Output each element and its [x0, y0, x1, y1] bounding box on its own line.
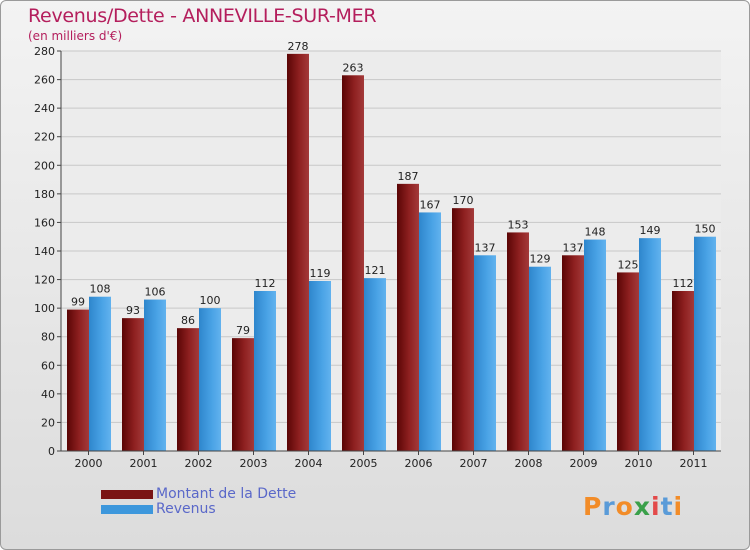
bar-debt-2003 [232, 338, 254, 451]
bar-revenus-2011 [694, 236, 716, 451]
data-label-revenus-2001: 106 [145, 286, 166, 299]
y-tick-label-180: 180 [34, 188, 55, 201]
y-tick-label-240: 240 [34, 102, 55, 115]
x-tick-label-2004: 2004 [295, 457, 323, 470]
y-tick-label-20: 20 [41, 416, 55, 429]
logo-letter: P [583, 492, 603, 521]
bar-revenus-2003 [254, 291, 276, 451]
data-label-debt-2007: 170 [453, 194, 474, 207]
x-tick-label-2006: 2006 [405, 457, 433, 470]
y-tick-label-40: 40 [41, 388, 55, 401]
x-tick-label-2007: 2007 [460, 457, 488, 470]
data-label-revenus-2009: 148 [585, 226, 606, 239]
data-label-revenus-2007: 137 [475, 241, 496, 254]
data-label-debt-2005: 263 [343, 61, 364, 74]
bar-debt-2004 [287, 53, 309, 451]
x-tick-label-2003: 2003 [240, 457, 268, 470]
bar-debt-2001 [122, 318, 144, 451]
x-tick-label-2008: 2008 [515, 457, 543, 470]
y-tick-label-60: 60 [41, 359, 55, 372]
bar-revenus-2009 [584, 239, 606, 451]
proxiti-logo: Proxiti [583, 492, 683, 521]
data-label-revenus-2011: 150 [695, 223, 716, 236]
logo-letter: r [602, 492, 616, 521]
data-labels: 99 108 93 106 86 100 79 112 278 119 263 121 187 167 17… [71, 40, 716, 337]
data-label-debt-2004: 278 [288, 40, 309, 53]
x-tick-label-2001: 2001 [130, 457, 158, 470]
y-tick-label-100: 100 [34, 302, 55, 315]
data-label-debt-2010: 125 [618, 258, 639, 271]
y-tick-label-120: 120 [34, 274, 55, 287]
data-label-revenus-2010: 149 [640, 224, 661, 237]
legend-label-revenus: Revenus [156, 501, 216, 517]
data-label-debt-2003: 79 [236, 324, 250, 337]
legend-swatch-revenus [101, 505, 153, 514]
bar-debt-2006 [397, 183, 419, 451]
legend-label-debt: Montant de la Dette [156, 486, 297, 502]
bar-debt-2009 [562, 255, 584, 451]
logo-letter: i [673, 492, 684, 521]
bar-revenus-2007 [474, 255, 496, 451]
data-label-revenus-2000: 108 [90, 283, 111, 296]
y-tick-label-0: 0 [48, 445, 55, 458]
bar-debt-2007 [452, 208, 474, 451]
logo-letter: o [615, 492, 634, 521]
bar-revenus-2001 [144, 299, 166, 451]
chart-subtitle: (en milliers d'€) [28, 29, 123, 43]
bar-debt-2002 [177, 328, 199, 451]
bar-debt-2011 [672, 291, 694, 451]
bar-debt-2005 [342, 75, 364, 452]
legend-swatch-debt [101, 490, 153, 499]
axes: 0 20 40 60 80 100 120 140 160 180 200 220 240 260 280 2… [34, 45, 721, 470]
data-label-revenus-2002: 100 [200, 294, 221, 307]
y-tick-label-160: 160 [34, 216, 55, 229]
x-tick-label-2002: 2002 [185, 457, 213, 470]
y-tick-label-280: 280 [34, 45, 55, 58]
bars [67, 53, 716, 452]
bar-revenus-2010 [639, 238, 661, 451]
data-label-revenus-2005: 121 [365, 264, 386, 277]
bar-debt-2008 [507, 232, 529, 451]
data-label-revenus-2008: 129 [530, 253, 551, 266]
bar-revenus-2002 [199, 308, 221, 451]
y-tick-label-260: 260 [34, 74, 55, 87]
x-tick-label-2011: 2011 [680, 457, 708, 470]
logo-letter: t [660, 492, 674, 521]
data-label-debt-2011: 112 [673, 277, 694, 290]
data-label-revenus-2004: 119 [310, 267, 331, 280]
data-label-debt-2008: 153 [508, 218, 529, 231]
logo-letter: i [651, 492, 661, 521]
bar-revenus-2008 [529, 266, 551, 451]
data-label-debt-2009: 137 [563, 241, 584, 254]
x-tick-label-2005: 2005 [350, 457, 378, 470]
y-tick-label-200: 200 [34, 159, 55, 172]
y-tick-label-220: 220 [34, 131, 55, 144]
data-label-debt-2000: 99 [71, 296, 85, 309]
x-tick-label-2010: 2010 [625, 457, 653, 470]
bar-debt-2000 [67, 309, 89, 451]
bar-revenus-2005 [364, 278, 386, 451]
data-label-debt-2006: 187 [398, 170, 419, 183]
bar-revenus-2006 [419, 212, 441, 451]
x-tick-label-2009: 2009 [570, 457, 598, 470]
y-tick-label-140: 140 [34, 245, 55, 258]
bar-debt-2010 [617, 272, 639, 451]
bar-revenus-2004 [309, 281, 331, 451]
data-label-revenus-2006: 167 [420, 198, 441, 211]
y-tick-label-80: 80 [41, 331, 55, 344]
bar-revenus-2000 [89, 296, 111, 451]
chart-title: Revenus/Dette - ANNEVILLE-SUR-MER [28, 5, 377, 27]
data-label-revenus-2003: 112 [255, 277, 276, 290]
logo-letter: x [633, 492, 651, 521]
data-label-debt-2001: 93 [126, 304, 140, 317]
grid-lines [61, 50, 721, 452]
x-tick-label-2000: 2000 [75, 457, 103, 470]
data-label-debt-2002: 86 [181, 314, 195, 327]
